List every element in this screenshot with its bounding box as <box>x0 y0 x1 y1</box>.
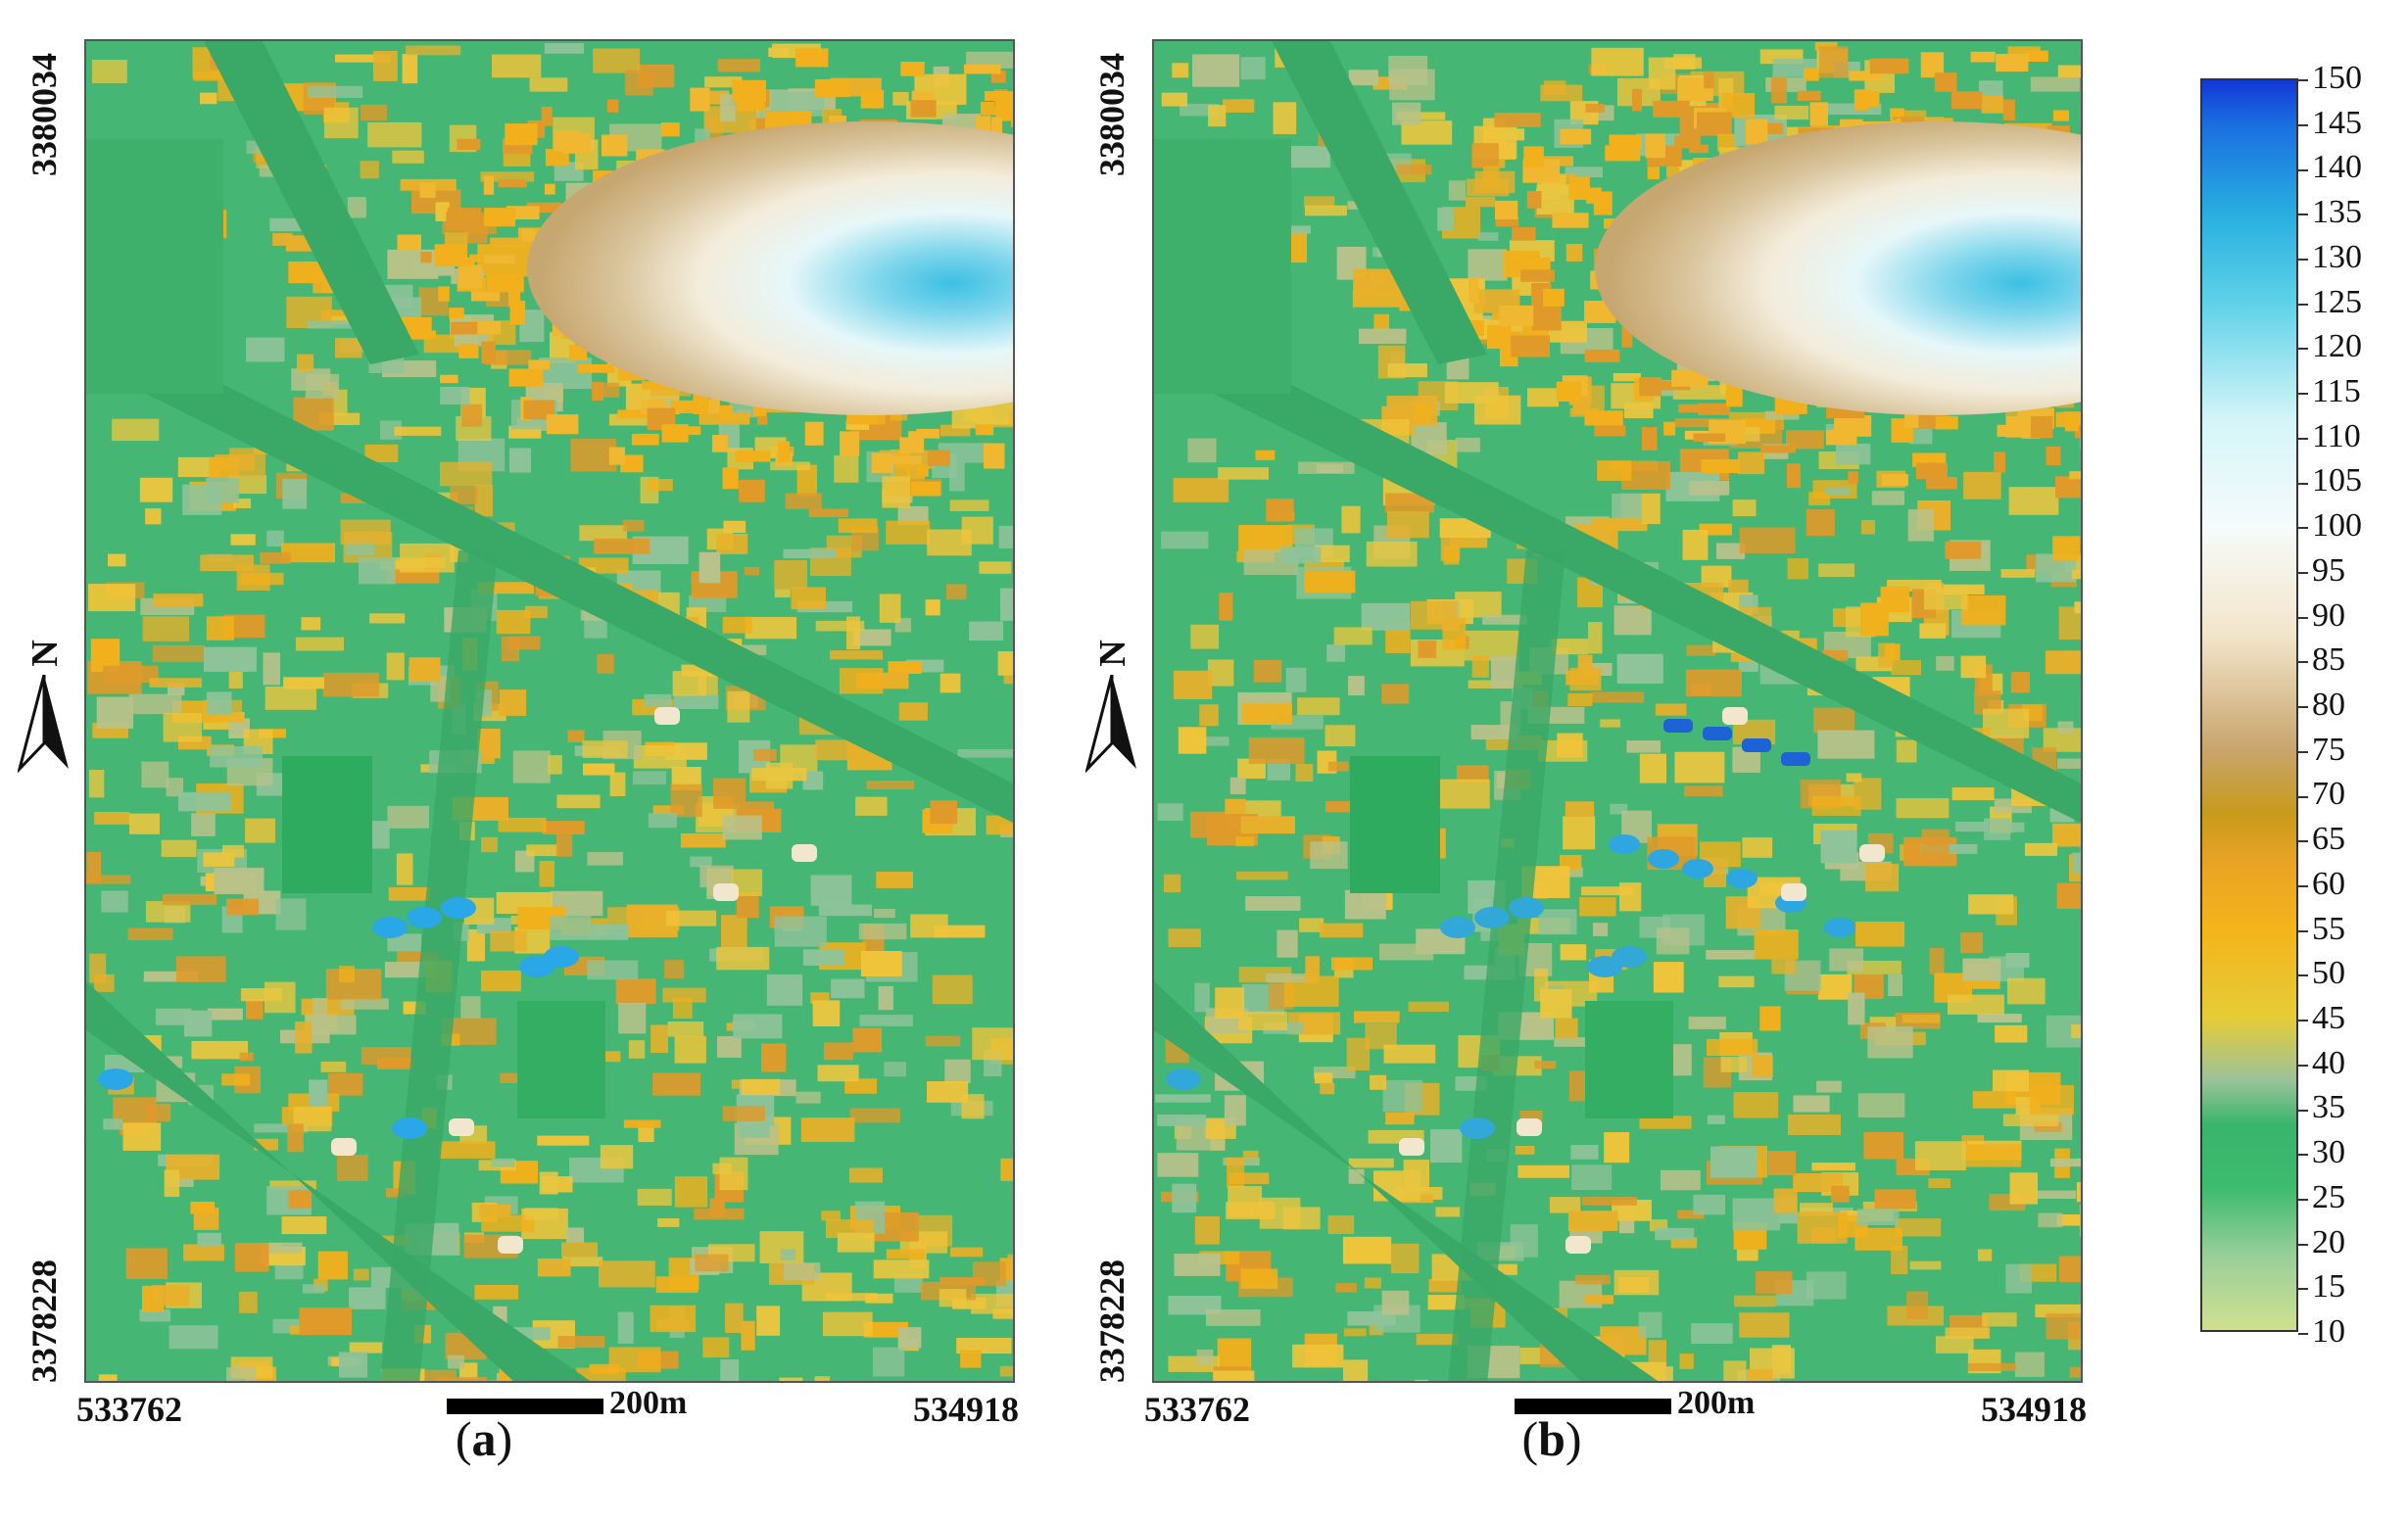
scale-bar <box>1515 1399 1671 1414</box>
north-arrow: N <box>16 632 74 779</box>
lon-left-label: 533762 <box>76 1390 182 1429</box>
colorbar-tick-65: 65 <box>2298 823 2345 856</box>
scale-label: 200m <box>609 1385 688 1421</box>
colorbar-tick-15: 15 <box>2298 1270 2345 1304</box>
colorbar-tick-70: 70 <box>2298 778 2345 811</box>
colorbar-tick-10: 10 <box>2298 1315 2345 1349</box>
north-label: N <box>24 640 66 667</box>
colorbar-tick-135: 135 <box>2298 196 2362 229</box>
colorbar-tick-35: 35 <box>2298 1091 2345 1124</box>
colorbar-tick-90: 90 <box>2298 598 2345 633</box>
colorbar-tick-20: 20 <box>2298 1225 2345 1259</box>
dsm-raster-b <box>1154 41 2081 1381</box>
lon-left-label: 533762 <box>1144 1390 1250 1429</box>
colorbar-tick-40: 40 <box>2298 1046 2345 1080</box>
colorbar-tick-85: 85 <box>2298 643 2345 677</box>
colorbar-tick-30: 30 <box>2298 1136 2345 1169</box>
scale-bar <box>447 1399 603 1414</box>
north-label: N <box>1092 640 1133 667</box>
panel-label-a: (a) <box>455 1411 513 1466</box>
colorbar-tick-60: 60 <box>2298 867 2345 901</box>
lon-right-label: 534918 <box>1981 1390 2087 1429</box>
colorbar-tick-115: 115 <box>2298 375 2361 408</box>
colorbar-tick-45: 45 <box>2298 1002 2345 1035</box>
dsm-map-a <box>84 39 1015 1383</box>
colorbar-tick-150: 150 <box>2298 62 2362 95</box>
map-panel-a: 3380034 3378228 N 533762 534918 200m <box>18 39 1019 1429</box>
colorbar-tick-125: 125 <box>2298 285 2362 319</box>
colorbar-tick-105: 105 <box>2298 464 2362 498</box>
lat-top-label: 3380034 <box>1092 53 1132 176</box>
colorbar-tick-110: 110 <box>2298 419 2361 453</box>
colorbar-tick-55: 55 <box>2298 912 2345 946</box>
colorbar-tick-130: 130 <box>2298 240 2362 274</box>
colorbar-tick-50: 50 <box>2298 957 2345 990</box>
colorbar-tick-145: 145 <box>2298 106 2362 140</box>
colorbar-tick-95: 95 <box>2298 553 2345 588</box>
dsm-map-b <box>1152 39 2083 1383</box>
colorbar-tick-75: 75 <box>2298 733 2345 767</box>
colorbar-tick-100: 100 <box>2298 509 2362 543</box>
lat-top-label: 3380034 <box>24 53 64 176</box>
dsm-raster-a <box>86 41 1013 1381</box>
colorbar-tick-80: 80 <box>2298 689 2345 722</box>
colorbar-gradient <box>2202 80 2296 1330</box>
north-arrow: N <box>1084 632 1142 779</box>
map-panel-b: 3380034 3378228 N 533762 534918 200m <box>1085 39 2087 1429</box>
lat-bottom-label: 3378228 <box>1092 1259 1132 1383</box>
panel-label-b: (b) <box>1521 1411 1582 1466</box>
north-arrow-icon <box>18 675 69 773</box>
colorbar <box>2200 78 2298 1332</box>
colorbar-tick-120: 120 <box>2298 330 2362 363</box>
lon-right-label: 534918 <box>913 1390 1019 1429</box>
colorbar-tick-140: 140 <box>2298 151 2362 184</box>
colorbar-tick-25: 25 <box>2298 1180 2345 1214</box>
north-arrow-icon <box>1085 675 1136 773</box>
scale-label: 200m <box>1677 1385 1756 1421</box>
lat-bottom-label: 3378228 <box>24 1259 64 1383</box>
